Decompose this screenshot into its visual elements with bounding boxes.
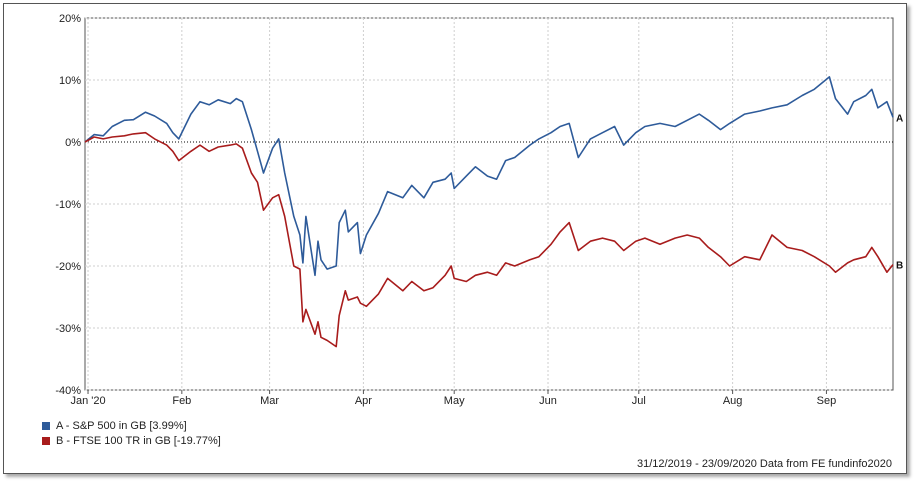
x-tick-label: Apr [355, 395, 372, 407]
x-tick-label: Jan '20 [70, 395, 105, 407]
y-tick-label: -40% [55, 385, 81, 397]
line-chart: 20% 10% 0% -10% -20% -30% -40%Jan '20 Feb Mar Apr… [55, 13, 903, 407]
series-end-label-b: B [896, 261, 903, 272]
y-tick-label: -20% [55, 261, 81, 273]
legend-item-b: B - FTSE 100 TR in GB [-19.77%] [42, 435, 221, 447]
series-end-label-a: A [896, 113, 903, 124]
legend-swatch-a [42, 422, 50, 430]
x-tick-label: Sep [817, 395, 837, 407]
series-line-b [84, 131, 894, 348]
legend-swatch-b [42, 437, 50, 445]
y-tick-label: -30% [55, 323, 81, 335]
y-tick-label: 20% [59, 13, 81, 25]
y-tick-label: 10% [59, 75, 81, 87]
x-tick-label: Mar [260, 395, 279, 407]
x-tick-label: Aug [723, 395, 743, 407]
legend-label-b: B - FTSE 100 TR in GB [-19.77%] [56, 435, 221, 447]
legend-label-a: A - S&P 500 in GB [3.99%] [56, 420, 187, 432]
x-tick-label: Jun [539, 395, 557, 407]
series-line-a [84, 76, 894, 277]
x-tick-label: May [444, 395, 465, 407]
y-tick-label: 0% [65, 137, 81, 149]
chart-frame: 20% 10% 0% -10% -20% -30% -40% Jan '20 Feb Mar Apr… [3, 3, 907, 474]
legend-item-a: A - S&P 500 in GB [3.99%] [42, 420, 187, 432]
x-tick-label: Feb [172, 395, 191, 407]
footer-source-text: 31/12/2019 - 23/09/2020 Data from FE fun… [636, 458, 892, 470]
y-tick-label: -10% [55, 199, 81, 211]
x-tick-label: Jul [632, 395, 646, 407]
